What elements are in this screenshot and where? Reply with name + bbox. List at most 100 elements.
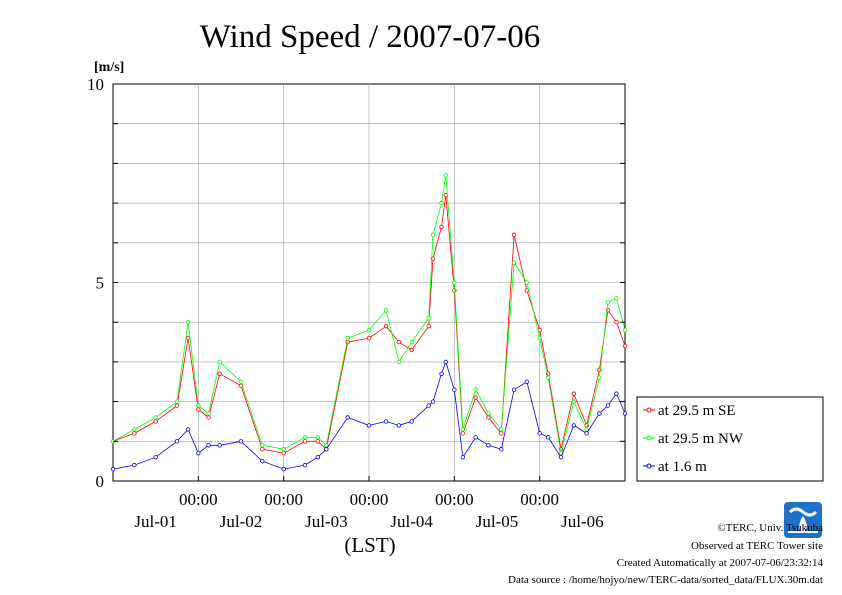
legend-item-low: at 1.6 m xyxy=(643,459,707,475)
data-point xyxy=(443,359,448,365)
data-point xyxy=(511,260,517,265)
data-point xyxy=(499,431,504,436)
data-point xyxy=(614,320,619,325)
data-point xyxy=(524,379,530,384)
data-point xyxy=(426,316,431,321)
data-point xyxy=(486,415,491,420)
x-tick-label: 00:00 xyxy=(179,490,218,509)
data-point xyxy=(473,435,478,440)
data-point xyxy=(345,335,350,341)
data-point xyxy=(430,232,436,238)
data-point xyxy=(315,435,320,440)
data-point xyxy=(486,443,491,448)
x-date-label: Jul-01 xyxy=(134,512,177,531)
data-point xyxy=(366,327,372,333)
grid xyxy=(113,84,625,481)
y-tick-label: 0 xyxy=(96,472,105,491)
y-tick-label: 10 xyxy=(87,75,104,94)
data-point xyxy=(206,411,211,416)
data-point xyxy=(185,320,191,325)
data-point xyxy=(302,462,308,468)
data-point xyxy=(409,347,414,353)
data-point xyxy=(132,427,137,432)
x-axis-label: (LST) xyxy=(344,533,395,557)
data-point xyxy=(302,439,308,444)
data-point xyxy=(558,454,564,460)
x-date-label: Jul-02 xyxy=(220,512,263,531)
data-point xyxy=(409,339,414,345)
data-point xyxy=(281,466,286,472)
data-point xyxy=(153,454,158,460)
legend-label-low: at 1.6 m xyxy=(658,459,707,475)
data-point xyxy=(460,431,466,436)
legend-label-nw: at 29.5 m NW xyxy=(658,431,744,447)
data-point xyxy=(605,403,611,408)
data-point xyxy=(571,399,576,404)
x-tick-label: 00:00 xyxy=(264,490,303,509)
data-point xyxy=(345,415,350,420)
x-date-label: Jul-04 xyxy=(390,512,433,531)
legend-marker-se xyxy=(646,407,652,413)
data-point xyxy=(443,173,448,178)
data-point xyxy=(281,447,286,452)
data-point xyxy=(614,296,619,301)
data-point xyxy=(217,359,222,365)
data-point xyxy=(315,454,320,460)
data-point xyxy=(196,451,201,456)
data-point xyxy=(511,232,517,238)
x-tick-label: 00:00 xyxy=(350,490,389,509)
credit-copyright: ©TERC, Univ. Tsukuba xyxy=(717,522,823,534)
data-point xyxy=(439,200,444,206)
x-date-label: Jul-06 xyxy=(561,512,604,531)
data-point xyxy=(217,371,222,377)
legend-marker-nw xyxy=(646,435,652,441)
data-point xyxy=(546,375,551,380)
series-2 xyxy=(110,359,628,472)
data-point xyxy=(174,403,180,408)
data-point xyxy=(132,462,137,468)
data-point xyxy=(409,419,414,424)
data-point xyxy=(546,435,551,440)
data-point xyxy=(584,427,589,432)
data-point xyxy=(238,439,244,444)
data-point xyxy=(153,415,158,420)
data-point xyxy=(439,224,444,230)
data-point xyxy=(439,371,444,377)
series-1 xyxy=(110,173,628,456)
data-point xyxy=(426,323,431,329)
data-point xyxy=(110,466,116,472)
credit-site: Observed at TERC Tower site xyxy=(691,540,823,552)
data-point xyxy=(614,391,619,396)
data-point xyxy=(537,335,542,341)
data-point xyxy=(324,447,329,452)
data-point xyxy=(499,447,504,452)
legend-marker-low xyxy=(646,463,652,469)
data-point xyxy=(605,300,611,305)
data-point xyxy=(473,387,478,392)
data-point xyxy=(196,403,201,408)
chart-title: Wind Speed / 2007-07-06 xyxy=(200,19,541,55)
data-point xyxy=(511,387,517,392)
credit-created: Created Automatically at 2007-07-06/23:3… xyxy=(617,557,824,569)
data-point xyxy=(315,439,320,444)
x-tick-label: 00:00 xyxy=(520,490,559,509)
x-tick-label: 00:00 xyxy=(435,490,474,509)
data-point xyxy=(174,399,180,404)
data-point xyxy=(396,423,402,428)
data-point xyxy=(260,458,265,464)
data-point xyxy=(452,387,457,392)
data-point xyxy=(597,411,602,416)
data-point xyxy=(571,423,576,428)
credit-data-source: Data source : /home/hojyo/new/TERC-data/… xyxy=(508,574,823,586)
data-point xyxy=(396,359,402,365)
data-point xyxy=(324,443,329,448)
x-date-label: Jul-05 xyxy=(476,512,519,531)
legend-label-se: at 29.5 m SE xyxy=(658,403,736,419)
data-point xyxy=(366,423,372,428)
data-point xyxy=(460,427,466,432)
legend: at 29.5 m SE at 29.5 m NW at 1.6 m xyxy=(636,396,824,482)
data-point xyxy=(622,343,628,349)
data-point xyxy=(426,403,431,408)
data-point xyxy=(396,339,402,345)
